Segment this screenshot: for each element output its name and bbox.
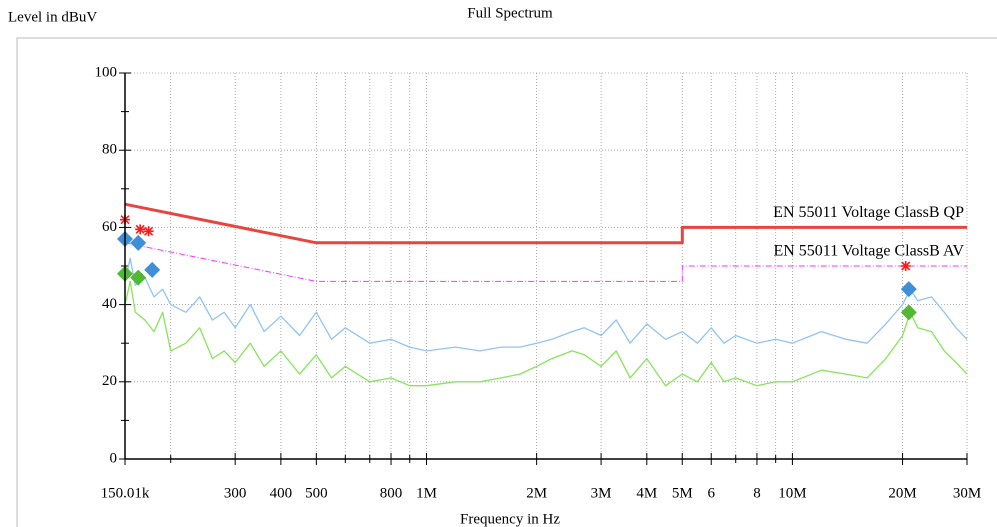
x-axis-label: Frequency in Hz [460, 511, 560, 527]
x-tick-label: 20M [888, 485, 916, 501]
y-axis-label: Level in dBuV [8, 9, 97, 25]
y-tick-label: 80 [102, 142, 117, 158]
diamond-marker [130, 269, 147, 286]
y-tick-label: 20 [102, 373, 117, 389]
trace-line [124, 257, 968, 352]
x-tick-label: 5M [672, 485, 693, 501]
limit-line [124, 242, 967, 282]
asterisk-marker [135, 224, 146, 235]
diamond-marker [144, 261, 161, 278]
y-tick-label: 60 [102, 219, 117, 235]
trace-line [124, 280, 968, 387]
x-tick-label: 3M [591, 485, 612, 501]
diamond-marker [900, 304, 917, 321]
frame [16, 37, 997, 527]
limit-line [124, 202, 967, 245]
x-tick-label: 800 [380, 485, 403, 501]
x-tick-label: 150.01k [101, 485, 150, 501]
x-tick-label: 4M [636, 485, 657, 501]
limit-label: EN 55011 Voltage ClassB QP [773, 204, 964, 221]
y-tick-label: 40 [102, 296, 117, 312]
y-tick-label: 0 [110, 450, 118, 466]
x-tick-label: 6 [707, 485, 715, 501]
x-tick-label: 2M [526, 485, 547, 501]
asterisk-marker [143, 226, 154, 237]
chart-title: Full Spectrum [467, 5, 553, 21]
diamond-marker [130, 234, 147, 251]
diamond-marker [900, 281, 917, 298]
x-tick-label: 8 [753, 485, 761, 501]
x-tick-label: 500 [305, 485, 328, 501]
y-tick-label: 100 [95, 64, 118, 80]
x-tick-label: 1M [416, 485, 437, 501]
x-tick-label: 400 [270, 485, 293, 501]
asterisk-marker [900, 261, 911, 271]
x-tick-label: 30M [953, 485, 981, 501]
x-tick-label: 300 [224, 485, 247, 501]
x-tick-label: 10M [778, 485, 806, 501]
limit-label: EN 55011 Voltage ClassB AV [773, 243, 964, 260]
